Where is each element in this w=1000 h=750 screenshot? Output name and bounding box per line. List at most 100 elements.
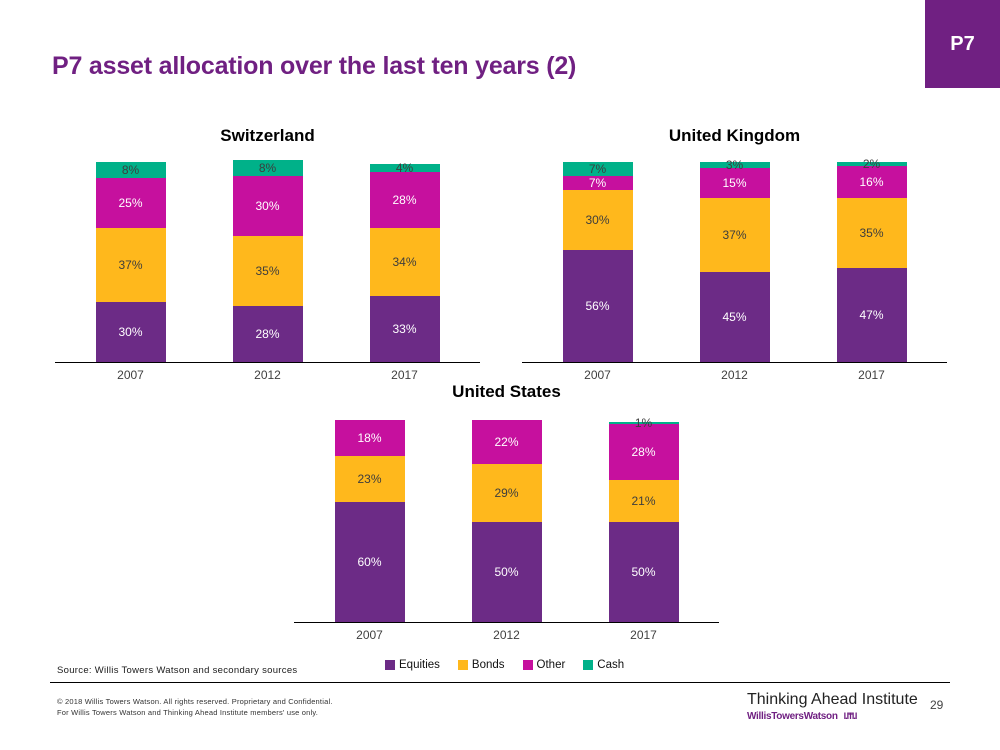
segment-value-label: 30% [585,212,610,227]
segment-value-label: 30% [255,198,280,213]
x-tick-label: 2007 [117,368,144,382]
segment-value-label: 7% [588,161,607,176]
plot-area: 18% 23% 60% 22% 29% 50% 1% 28% 21% 50% [294,414,719,623]
bar-segment-cash: 7% [562,161,633,176]
stacked-bar-2012: 22% 29% 50% [471,420,542,622]
stacked-bar-2007: 8% 25% 37% 30% [95,162,166,362]
x-axis-labels: 2007 2012 2017 [522,363,947,382]
bar-segment-equities: 50% [471,522,542,622]
segment-value-label: 16% [859,174,884,189]
footer-copyright: © 2018 Willis Towers Watson. All rights … [57,697,333,719]
willis-towers-watson-logo-mark-icon: I.I'I'I.I [843,711,858,721]
segment-value-label: 50% [494,564,519,579]
legend-label: Other [536,659,566,671]
bar-segment-cash: 2% [836,157,907,170]
chart-united-kingdom: United Kingdom 7% 7% 30% 56% 3% 15% 37% 45% 2% 16… [522,126,947,382]
bar-segment-equities: 60% [334,502,405,622]
stacked-bar-2007: 18% 23% 60% [334,420,405,622]
bar-segment-bonds: 37% [699,198,770,272]
segment-value-label: 8% [258,160,277,175]
legend-swatch-icon [522,660,533,670]
x-tick-label: 2007 [584,368,611,382]
bar-segment-equities: 47% [836,268,907,362]
legend-swatch-icon [385,660,395,670]
bar-segment-other: 25% [95,178,166,228]
bar-segment-other: 7% [562,175,633,190]
segment-value-label: 21% [631,493,656,508]
bar-segment-equities: 50% [608,522,679,622]
chart-title: United Kingdom [668,126,801,145]
segment-value-label: 7% [588,175,607,190]
bar-segment-cash: 3% [699,158,770,171]
bar-segment-equities: 33% [369,296,440,362]
bar-segment-cash: 8% [95,162,166,178]
slide-title: P7 asset allocation over the last ten ye… [52,52,577,80]
segment-value-label: 28% [392,192,417,207]
bar-segment-bonds: 30% [562,190,633,250]
bar-segment-equities: 56% [562,250,633,362]
bar-segment-cash: 1% [608,416,679,429]
bar-segment-bonds: 35% [836,198,907,268]
segment-value-label: 30% [118,324,143,339]
stacked-bar-2012: 8% 30% 35% 28% [232,160,303,362]
bar-segment-other: 28% [369,172,440,228]
p7-corner-tab: P7 [925,0,1000,88]
segment-value-label: 25% [118,195,143,210]
bar-segment-equities: 45% [699,272,770,362]
bar-segment-other: 28% [608,424,679,480]
footer-copyright-line1: © 2018 Willis Towers Watson. All rights … [57,697,333,706]
bar-segment-other: 30% [232,176,303,236]
segment-value-label: 2% [862,156,881,171]
legend-label: Cash [597,659,625,671]
segment-value-label: 60% [357,554,382,569]
legend-label: Equities [399,659,440,671]
segment-value-label: 8% [121,162,140,177]
segment-value-label: 3% [725,157,744,172]
x-tick-label: 2012 [254,368,281,382]
segment-value-label: 47% [859,307,884,322]
segment-value-label: 37% [118,257,143,272]
legend-item-cash: Cash [583,659,624,671]
segment-value-label: 50% [631,564,656,579]
segment-value-label: 4% [395,160,414,175]
chart-title: Switzerland [220,126,315,145]
bar-segment-equities: 30% [95,302,166,362]
footer-branding: Thinking Ahead Institute WillisTowersWat… [747,691,918,722]
x-tick-label: 2007 [356,628,383,642]
bar-segment-other: 16% [836,166,907,198]
segment-value-label: 28% [631,444,656,459]
segment-value-label: 35% [255,263,280,278]
legend-item-other: Other [522,659,566,671]
bar-segment-bonds: 34% [369,228,440,296]
chart-united-states: United States 18% 23% 60% 22% 29% 50% 1% 28% 21%… [294,382,719,642]
segment-value-label: 18% [357,430,382,445]
legend-swatch-icon [583,660,594,670]
stacked-bar-2017: 4% 28% 34% 33% [369,160,440,362]
chart-switzerland: Switzerland 8% 25% 37% 30% 8% 30% 35% 28% 4% 28% 3… [55,126,480,382]
segment-value-label: 35% [859,225,884,240]
segment-value-label: 33% [392,321,417,336]
x-tick-label: 2017 [391,368,418,382]
x-axis-labels: 2007 2012 2017 [55,363,480,382]
page-number: 29 [930,698,944,712]
bar-segment-cash: 4% [369,160,440,175]
bar-segment-bonds: 37% [95,228,166,302]
segment-value-label: 23% [357,471,382,486]
chart-title: United States [452,382,561,401]
bar-segment-cash: 8% [232,160,303,176]
plot-area: 8% 25% 37% 30% 8% 30% 35% 28% 4% 28% 34% 33% [55,158,480,363]
stacked-bar-2017: 1% 28% 21% 50% [608,416,679,622]
x-tick-label: 2017 [858,368,885,382]
legend-item-bonds: Bonds [457,659,505,671]
stacked-bar-2007: 7% 7% 30% 56% [562,161,633,362]
segment-value-label: 28% [255,326,280,341]
stacked-bar-2017: 2% 16% 35% 47% [836,157,907,362]
bar-segment-bonds: 35% [232,236,303,306]
bar-segment-other: 15% [699,168,770,198]
chart-legend: Equities Bonds Other Cash [385,659,624,671]
thinking-ahead-institute-wordmark: Thinking Ahead Institute [747,691,918,708]
plot-area: 7% 7% 30% 56% 3% 15% 37% 45% 2% 16% 35% 47% [522,157,947,363]
segment-value-label: 1% [634,415,653,430]
legend-label: Bonds [471,659,505,671]
segment-value-label: 22% [494,434,519,449]
